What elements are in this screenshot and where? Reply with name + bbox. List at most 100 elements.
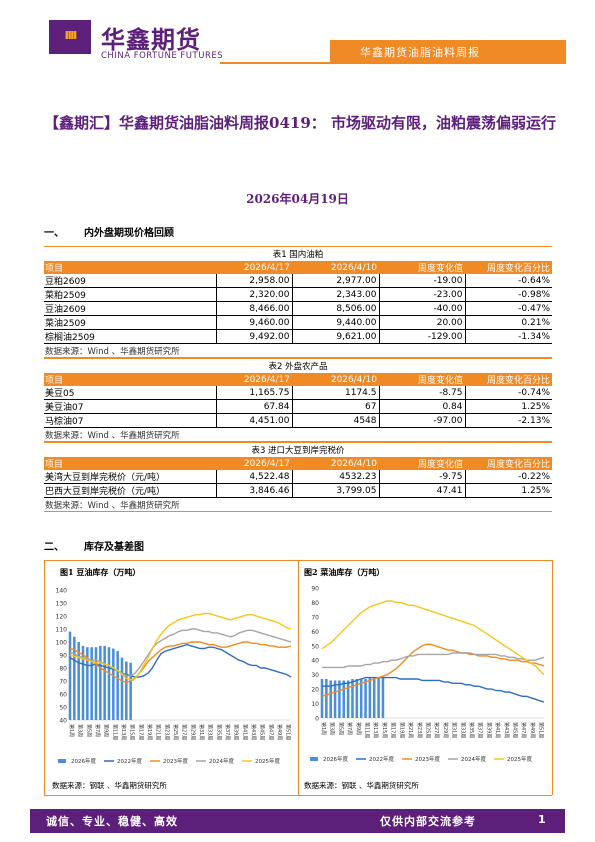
bar-2026 — [99, 645, 102, 720]
table-caption: 表1 国内油粕 — [44, 246, 552, 261]
table-row: 菜粕2509 2,320.00 2,343.00 -23.00 -0.98% — [44, 287, 552, 302]
table-cell: 9,492.00 — [216, 329, 293, 344]
x-tick-label: 第1周 — [320, 722, 327, 735]
x-tick-label: 第45周 — [259, 724, 266, 740]
col-header: 2026/4/17 — [216, 457, 292, 470]
chart-1-soybean-oil-stock: 405060708090100110120130140第1周 第3周 第5周 第7周第… — [56, 588, 292, 766]
bar-2026 — [107, 647, 111, 720]
brand-cn: 华鑫期货 — [101, 26, 201, 54]
bar-2026 — [125, 661, 128, 720]
legend-swatch — [310, 757, 318, 761]
footer-slogan: 诚信、专业、稳健、高效 — [46, 815, 178, 828]
chart-frame-divider — [298, 560, 299, 795]
bar-2026 — [73, 636, 76, 720]
legend-label: 2024年度 — [209, 757, 234, 765]
table-row: 菜油2509 9,460.00 9,440.00 20.00 0.21% — [44, 315, 552, 330]
table-cell: -40.00 — [379, 301, 466, 316]
x-tick-label: 第31周 — [451, 722, 458, 738]
table-cell: 8,466.00 — [216, 301, 293, 316]
x-tick-label: 第25周 — [424, 722, 431, 738]
bar-2026 — [359, 679, 363, 718]
table-cell: 9,621.00 — [292, 329, 380, 344]
table-cell: 3,799.05 — [292, 483, 380, 498]
table-cell: 菜粕2509 — [44, 287, 217, 302]
x-tick-label: 第3周 — [329, 722, 336, 735]
chart-2-source: 数据来源：钢联 、华鑫期货研究所 — [304, 781, 419, 790]
bar-2026 — [112, 648, 115, 720]
y-tick-label: 50 — [311, 643, 319, 650]
table-cell: 67 — [292, 399, 380, 414]
series-line-2023年度 — [321, 643, 545, 697]
table-cell: 67.84 — [216, 399, 293, 414]
table-cell: -1.34% — [465, 329, 552, 344]
legend-label: 2022年度 — [117, 757, 142, 765]
bar-2026 — [351, 679, 354, 718]
table-cell: 47.41 — [379, 483, 466, 498]
col-header: 项目 — [44, 373, 216, 386]
table-cell: 0.21% — [465, 315, 552, 330]
table-row: 豆油2609 8,466.00 8,506.00 -40.00 -0.47% — [44, 301, 552, 316]
y-tick-label: 50 — [59, 705, 67, 712]
table-row: 豆粕2609 2,958.00 2,977.00 -19.00 -0.64% — [44, 274, 552, 288]
x-tick-label: 第35周 — [468, 722, 475, 738]
col-header: 项目 — [44, 457, 216, 470]
y-tick-label: 30 — [311, 672, 319, 679]
series-line-2022年度 — [322, 676, 545, 703]
x-tick-label: 第15周 — [129, 724, 136, 740]
x-tick-label: 第19周 — [398, 722, 405, 738]
y-tick-label: 100 — [56, 640, 68, 647]
report-date: 2026年04月19日 — [246, 192, 349, 206]
x-tick-label: 第41周 — [241, 724, 248, 740]
table-cell: 2,977.00 — [292, 274, 380, 288]
legend-label: 2025年度 — [507, 755, 532, 763]
bar-2026 — [325, 679, 328, 718]
x-tick-label: 第3周 — [77, 724, 84, 737]
y-tick-label: 80 — [59, 666, 67, 673]
table-source: 数据来源：Wind 、华鑫期货研究所 — [44, 497, 552, 512]
table-cell: 1,165.75 — [216, 386, 293, 400]
bar-2026 — [116, 651, 119, 720]
series-line-2023年度 — [69, 641, 292, 684]
table-cell: 美豆05 — [44, 386, 217, 400]
x-tick-label: 第39周 — [233, 724, 240, 740]
legend-swatch — [58, 759, 66, 763]
legend-label: 2025年度 — [255, 757, 280, 765]
table-cell: -97.00 — [379, 413, 466, 428]
table-cell: 马棕油07 — [44, 413, 217, 428]
table-cell: 1.25% — [465, 399, 552, 414]
footer-note: 仅供内部交流参考 — [380, 815, 476, 828]
x-tick-label: 第17周 — [137, 724, 144, 740]
report-title: 【鑫期汇】华鑫期货油脂油料周报0419： 市场驱动有限，油粕震荡偏弱运行 — [44, 114, 556, 132]
table-cell: 1.25% — [465, 483, 552, 498]
table-header-row: 项目 2026/4/17 2026/4/10 周度变化值 周度变化百分比 — [44, 261, 552, 274]
table-row: 美豆05 1,165.75 1174.5 -8.75 -0.74% — [44, 386, 552, 400]
bar-2026 — [381, 677, 385, 718]
col-header: 周度变化值 — [379, 261, 465, 274]
table-cell: 4548 — [292, 413, 380, 428]
series-line-2025年度 — [69, 612, 292, 681]
table-header-row: 项目 2026/4/17 2026/4/10 周度变化值 周度变化百分比 — [44, 373, 552, 386]
x-tick-label: 第47周 — [520, 722, 527, 738]
bar-2026 — [120, 657, 124, 720]
x-tick-label: 第27周 — [433, 722, 440, 738]
section-1-number: 一、 — [44, 228, 64, 239]
chart-frame-right — [552, 560, 553, 795]
table-cell: -0.64% — [465, 274, 552, 288]
x-tick-label: 第29周 — [189, 724, 196, 740]
col-header: 周度变化百分比 — [465, 261, 552, 274]
x-tick-label: 第13周 — [372, 722, 379, 738]
series-line-2025年度 — [321, 600, 545, 676]
x-tick-label: 第41周 — [494, 722, 501, 738]
bar-2026 — [68, 631, 72, 720]
section-1-title: 内外盘期现价格回顾 — [84, 228, 174, 239]
y-tick-label: 70 — [311, 614, 319, 621]
table-row: 美湾大豆到岸完税价（元/吨） 4,522.48 4532.23 -9.75 -0.22% — [44, 470, 552, 484]
table-row: 美豆油07 67.84 67 0.84 1.25% — [44, 399, 552, 414]
x-tick-label: 第5周 — [337, 722, 344, 735]
col-header: 周度变化百分比 — [465, 457, 552, 470]
table-cell: 4,522.48 — [216, 470, 293, 484]
header-bar — [330, 40, 566, 62]
table-source: 数据来源：Wind 、华鑫期货研究所 — [44, 427, 552, 442]
chart-1-source: 数据来源：钢联 、华鑫期货研究所 — [52, 781, 167, 790]
y-tick-label: 120 — [56, 614, 68, 621]
